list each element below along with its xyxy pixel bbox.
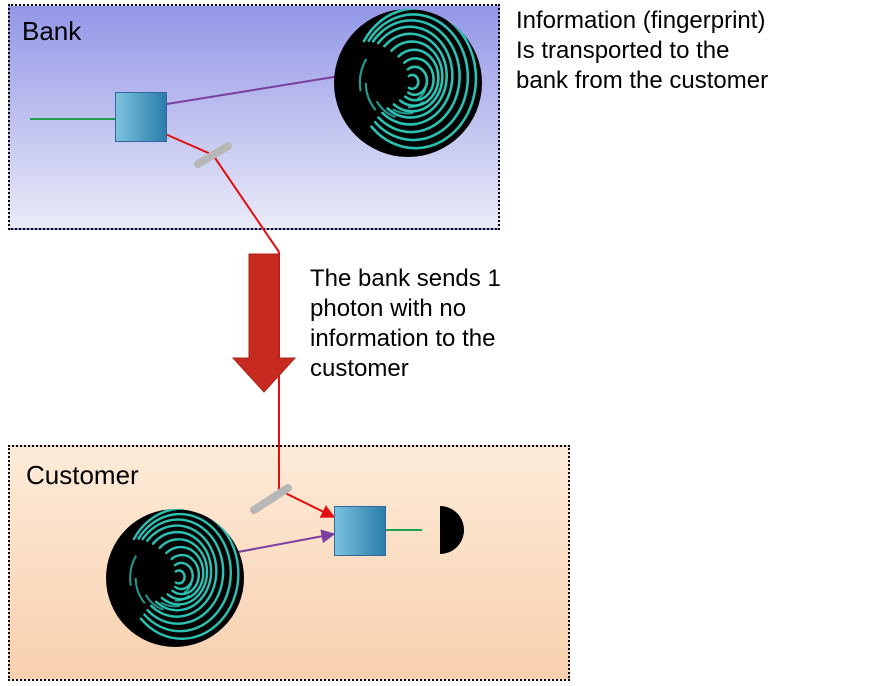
big-red-arrow <box>233 254 295 392</box>
caption-line: customer <box>310 354 501 384</box>
caption-line: Information (fingerprint) <box>516 6 768 36</box>
bank-label: Bank <box>22 16 81 47</box>
caption-line: The bank sends 1 <box>310 264 501 294</box>
optical-element-customer <box>334 506 386 556</box>
customer-label: Customer <box>26 460 139 491</box>
photon-detector <box>438 506 466 554</box>
caption-line: bank from the customer <box>516 66 768 96</box>
caption-line: photon with no <box>310 294 501 324</box>
optical-element-bank <box>115 92 167 142</box>
mid-caption: The bank sends 1photon with noinformatio… <box>310 264 501 384</box>
top-caption: Information (fingerprint)Is transported … <box>516 6 768 96</box>
fingerprint-customer <box>106 509 244 647</box>
caption-line: Is transported to the <box>516 36 768 66</box>
caption-line: information to the <box>310 324 501 354</box>
fingerprint-bank <box>334 9 482 157</box>
